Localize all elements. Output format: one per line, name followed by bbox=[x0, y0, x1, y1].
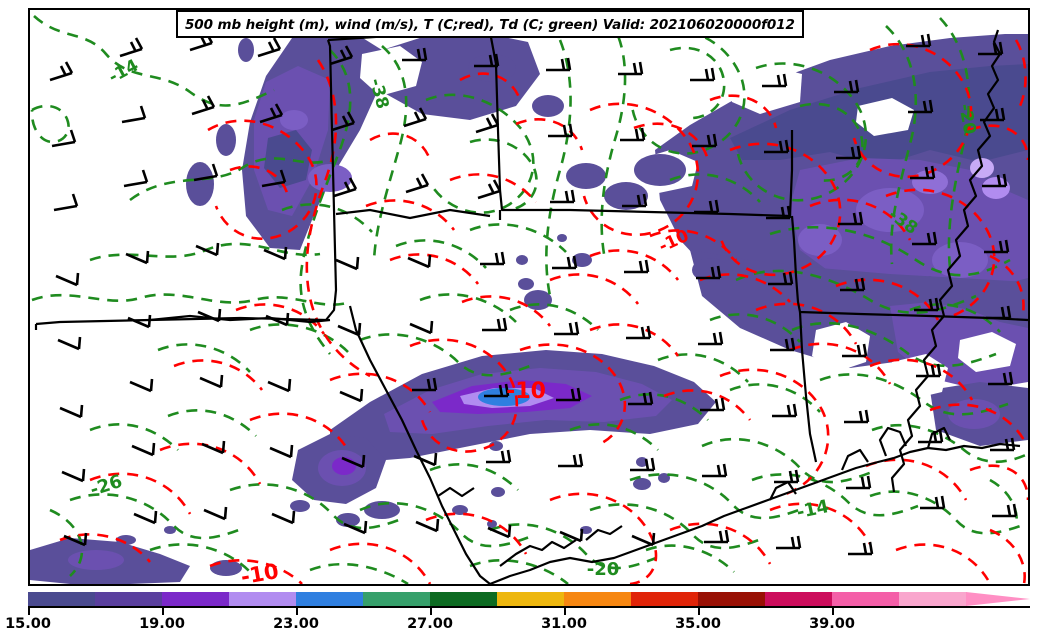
shading-dot bbox=[557, 234, 567, 242]
shading-blob bbox=[216, 124, 236, 156]
colorbar-tick-label: 19.00 bbox=[139, 616, 185, 632]
colorbar-segment bbox=[698, 592, 766, 606]
shading-dot bbox=[452, 505, 468, 515]
temperature-contour-layer bbox=[59, 39, 1028, 584]
shading-hole bbox=[856, 98, 914, 136]
colorbar-segment bbox=[899, 592, 967, 606]
shading-dot bbox=[518, 278, 534, 290]
colorbar-gradient bbox=[28, 592, 967, 606]
shading-blob bbox=[566, 163, 606, 189]
shading-hole bbox=[812, 322, 870, 372]
colorbar-tick-label: 23.00 bbox=[273, 616, 319, 632]
shading-dot bbox=[633, 478, 651, 490]
colorbar-segment bbox=[497, 592, 565, 606]
colorbar-segment bbox=[765, 592, 833, 606]
colorbar-tick-label: 35.00 bbox=[675, 616, 721, 632]
page-title: 500 mb height (m), wind (m/s), T (C;red)… bbox=[185, 17, 795, 33]
colorbar-tick-label: 15.00 bbox=[5, 616, 51, 632]
contour-label: -10 bbox=[239, 559, 281, 584]
colorbar-segment bbox=[296, 592, 364, 606]
colorbar-tick bbox=[564, 606, 566, 615]
colorbar-segment bbox=[564, 592, 632, 606]
shading-blob bbox=[290, 500, 310, 512]
colorbar-segment bbox=[430, 592, 498, 606]
shading-blob bbox=[982, 177, 1010, 199]
colorbar-tick-label: 39.00 bbox=[809, 616, 855, 632]
shading-dot bbox=[238, 38, 254, 62]
contour-label: -10 bbox=[506, 379, 546, 404]
shading-blob bbox=[186, 162, 214, 206]
shading-blob bbox=[532, 95, 564, 117]
shading-blob bbox=[856, 188, 924, 232]
political-boundary-layer bbox=[34, 29, 1028, 584]
shading-blob bbox=[264, 130, 312, 188]
colorbar-extend-arrow bbox=[966, 592, 1030, 606]
shading-blob bbox=[932, 242, 988, 278]
shading-dot bbox=[491, 487, 505, 497]
colorbar-tick bbox=[28, 606, 30, 615]
shading-blob bbox=[68, 550, 124, 570]
dewpoint-contour-layer bbox=[30, 15, 1028, 584]
shading-blob bbox=[210, 560, 242, 576]
colorbar-segment bbox=[229, 592, 297, 606]
colorbar-tick bbox=[698, 606, 700, 615]
colorbar: 15.00 19.00 23.00 27.00 31.00 35.00 39.00 bbox=[0, 588, 1037, 633]
map-layers: -14 -38 -20 -10 -38 -10 -26 -10 -20 -14 bbox=[30, 15, 1028, 584]
shading-dot bbox=[487, 520, 497, 528]
shading-blob bbox=[634, 154, 686, 186]
wind-speed-shading-layer bbox=[30, 30, 1028, 584]
colorbar-axis-line bbox=[28, 606, 1030, 608]
shading-blob bbox=[604, 182, 648, 210]
map-panel: -14 -38 -20 -10 -38 -10 -26 -10 -20 -14 bbox=[28, 8, 1030, 586]
shading-region-n3 bbox=[382, 32, 540, 120]
shading-blob bbox=[912, 170, 948, 194]
shading-blob bbox=[572, 253, 592, 267]
shading-dot bbox=[516, 255, 528, 265]
contour-label: -26 bbox=[88, 471, 125, 501]
colorbar-segment bbox=[832, 592, 900, 606]
shading-blob bbox=[948, 399, 1000, 429]
shading-dot bbox=[116, 535, 136, 545]
shading-dot bbox=[164, 526, 176, 534]
contour-label: -14 bbox=[795, 496, 831, 523]
shading-blob bbox=[524, 290, 552, 310]
colorbar-segment bbox=[162, 592, 230, 606]
contour-label: -20 bbox=[587, 559, 620, 580]
colorbar-tick bbox=[162, 606, 164, 615]
colorbar-segment bbox=[95, 592, 163, 606]
shading-hole bbox=[360, 46, 422, 96]
colorbar-tick bbox=[832, 606, 834, 615]
colorbar-tick bbox=[430, 606, 432, 615]
colorbar-tick bbox=[296, 606, 298, 615]
colorbar-tick-label: 31.00 bbox=[541, 616, 587, 632]
map-title-box: 500 mb height (m), wind (m/s), T (C;red)… bbox=[176, 10, 804, 38]
map-canvas: -14 -38 -20 -10 -38 -10 -26 -10 -20 -14 bbox=[30, 15, 1028, 584]
colorbar-segment bbox=[631, 592, 699, 606]
colorbar-segment bbox=[363, 592, 431, 606]
colorbar-segment bbox=[28, 592, 96, 606]
shading-blob bbox=[280, 110, 308, 130]
shading-blob bbox=[364, 501, 400, 519]
shading-blob bbox=[468, 54, 516, 82]
contour-label: -14 bbox=[105, 55, 142, 87]
shading-blob bbox=[798, 224, 842, 256]
shading-dot bbox=[658, 473, 670, 483]
colorbar-tick-label: 27.00 bbox=[407, 616, 453, 632]
